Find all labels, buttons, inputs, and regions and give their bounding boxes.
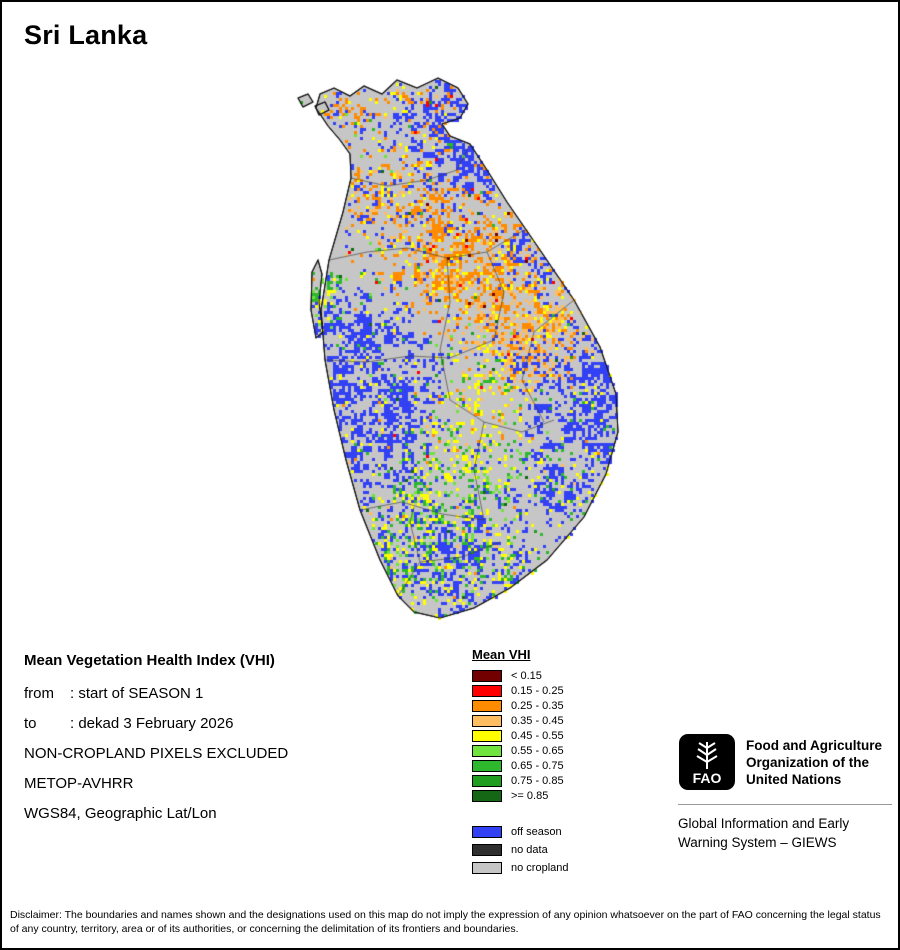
legend-row: off season — [472, 826, 569, 838]
legend-row: < 0.15 — [472, 670, 569, 682]
legend-classes: < 0.15 0.15 - 0.25 0.25 - 0.35 0.35 - 0.45 0… — [472, 670, 569, 802]
legend-row: 0.25 - 0.35 — [472, 700, 569, 712]
legend-label: 0.25 - 0.35 — [511, 700, 564, 712]
legend-label: 0.35 - 0.45 — [511, 715, 564, 727]
legend-row: 0.15 - 0.25 — [472, 685, 569, 697]
fao-org-line: Organization of the — [746, 754, 869, 770]
legend-label: 0.65 - 0.75 — [511, 760, 564, 772]
legend-row: 0.45 - 0.55 — [472, 730, 569, 742]
legend-swatch — [472, 790, 502, 802]
fao-logo-text: FAO — [693, 770, 722, 786]
legend-row: 0.55 - 0.65 — [472, 745, 569, 757]
to-value: : dekad 3 February 2026 — [70, 715, 234, 732]
legend-swatch — [472, 826, 502, 838]
legend-row: 0.75 - 0.85 — [472, 775, 569, 787]
sensor-line: METOP-AVHRR — [24, 775, 134, 792]
legend-swatch — [472, 700, 502, 712]
legend-label: 0.45 - 0.55 — [511, 730, 564, 742]
fao-org-line: United Nations — [746, 771, 842, 787]
legend-swatch — [472, 760, 502, 772]
projection-line: WGS84, Geographic Lat/Lon — [24, 805, 217, 822]
legend-row: 0.65 - 0.75 — [472, 760, 569, 772]
legend-row: 0.35 - 0.45 — [472, 715, 569, 727]
legend-row: >= 0.85 — [472, 790, 569, 802]
legend: Mean VHI < 0.15 0.15 - 0.25 0.25 - 0.35 0.3… — [472, 647, 569, 880]
legend-swatch — [472, 862, 502, 874]
to-label: to — [24, 715, 37, 732]
legend-label: 0.15 - 0.25 — [511, 685, 564, 697]
legend-title: Mean VHI — [472, 647, 531, 662]
legend-label: 0.75 - 0.85 — [511, 775, 564, 787]
legend-label: no cropland — [511, 862, 569, 874]
legend-swatch — [472, 670, 502, 682]
legend-swatch — [472, 745, 502, 757]
fao-org-name: Food and Agriculture Organization of the… — [746, 737, 882, 788]
noncropland-line: NON-CROPLAND PIXELS EXCLUDED — [24, 745, 289, 762]
legend-swatch — [472, 730, 502, 742]
legend-label: 0.55 - 0.65 — [511, 745, 564, 757]
legend-label: off season — [511, 826, 562, 838]
fao-logo-icon: FAO — [679, 734, 735, 790]
page-title: Sri Lanka — [24, 20, 148, 50]
giews-label: Global Information and Early Warning Sys… — [678, 814, 892, 852]
legend-label: < 0.15 — [511, 670, 542, 682]
legend-swatch — [472, 844, 502, 856]
from-value: : start of SEASON 1 — [70, 685, 204, 702]
vhi-heading: Mean Vegetation Health Index (VHI) — [24, 652, 275, 669]
legend-extra: off season no data no cropland — [472, 826, 569, 874]
legend-swatch — [472, 715, 502, 727]
from-label: from — [24, 685, 54, 702]
divider — [678, 804, 892, 805]
legend-row: no data — [472, 844, 569, 856]
sri-lanka-map — [272, 57, 657, 642]
giews-line: Global Information and Early — [678, 816, 850, 831]
fao-block: FAO Food and Agriculture Organization of… — [678, 733, 892, 852]
fao-org-line: Food and Agriculture — [746, 737, 882, 753]
disclaimer-text: Disclaimer: The boundaries and names sho… — [10, 909, 881, 935]
legend-swatch — [472, 775, 502, 787]
giews-line: Warning System – GIEWS — [678, 835, 837, 850]
map-parameters: Mean Vegetation Health Index (VHI) from:… — [24, 652, 288, 835]
legend-swatch — [472, 685, 502, 697]
legend-label: >= 0.85 — [511, 790, 549, 802]
to-line: to : dekad 3 February 2026 — [24, 715, 288, 732]
legend-label: no data — [511, 844, 548, 856]
fao-identity: FAO Food and Agriculture Organization of… — [678, 733, 892, 791]
legend-row: no cropland — [472, 862, 569, 874]
from-line: from : start of SEASON 1 — [24, 685, 288, 702]
